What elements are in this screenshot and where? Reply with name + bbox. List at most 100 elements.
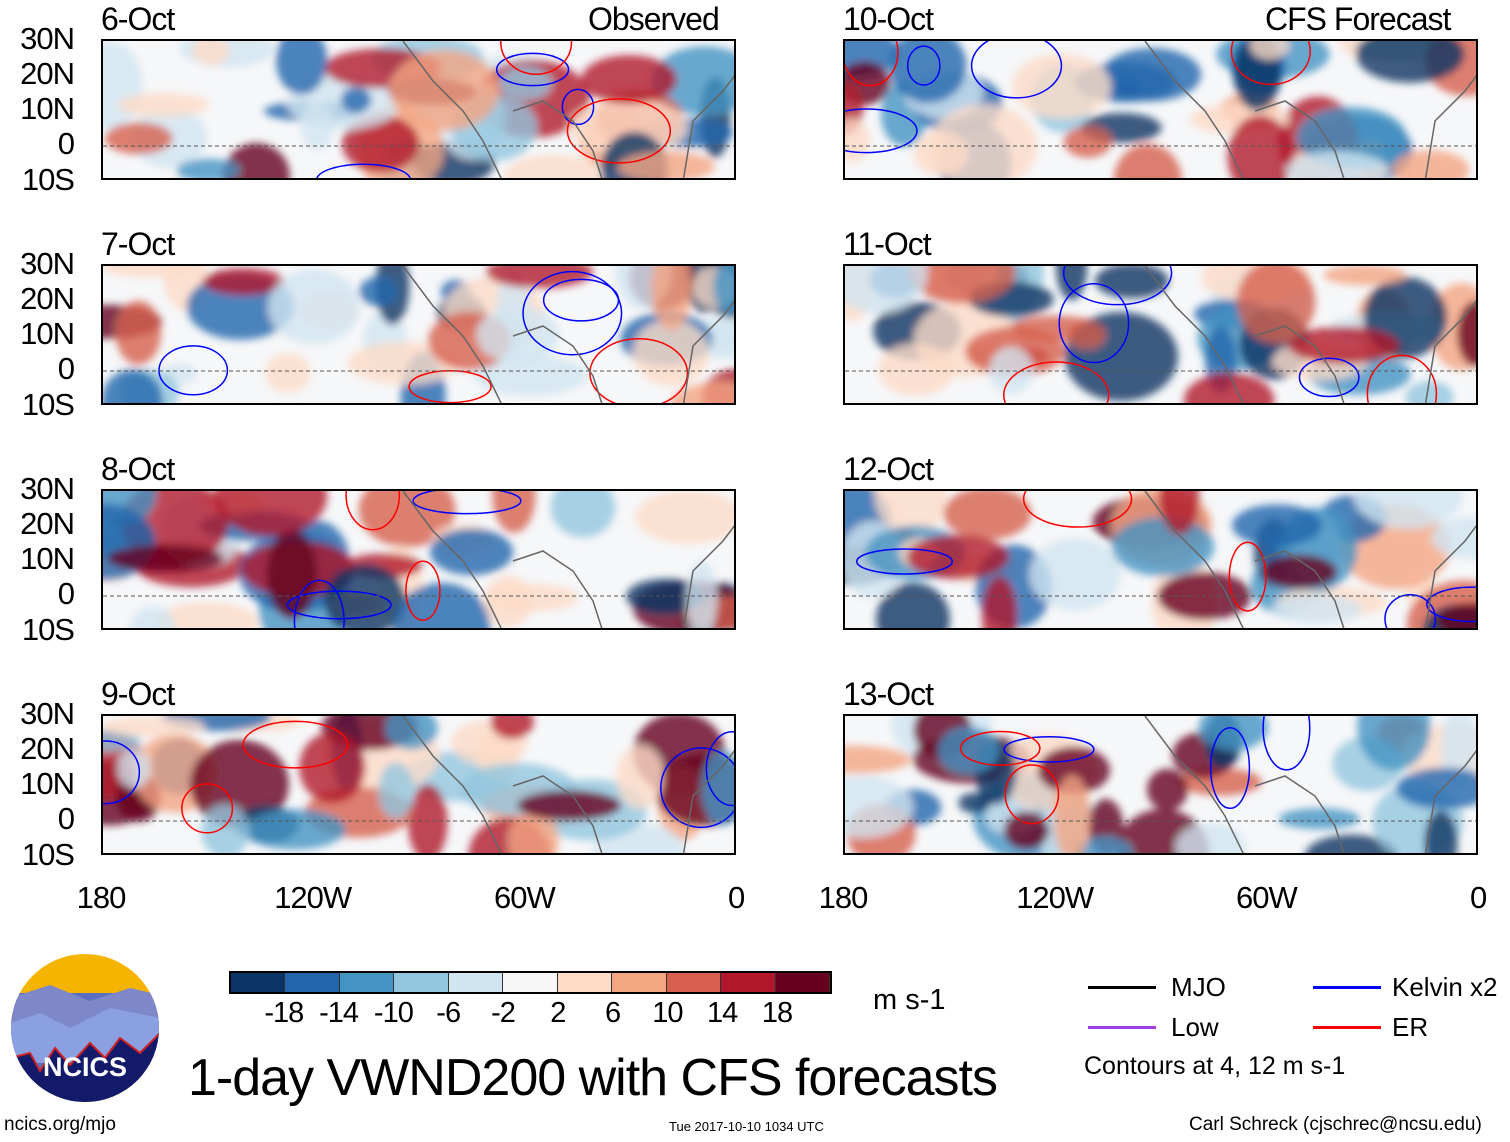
wind-anomaly-blob [103,266,197,278]
wind-anomaly-blob [384,716,438,750]
wind-anomaly-blob [877,343,955,396]
colorbar-swatch [666,973,722,992]
coastline [402,716,734,853]
wind-anomaly-blob [937,726,1000,775]
contour [242,720,349,769]
wind-anomaly-blob [889,41,967,103]
colorbar-tick: 6 [605,997,621,1029]
colorbar-units: m s-1 [873,984,946,1016]
wind-anomaly-blob [1396,767,1476,810]
lat-label: 10N [20,316,75,351]
contour [1004,764,1060,825]
wind-anomaly-blob [299,732,366,803]
contour [845,41,899,87]
wind-anomaly-blob [713,266,734,315]
map-panel [843,264,1478,405]
wind-anomaly-blob [490,716,534,740]
lon-label: 180 [76,880,127,915]
wind-anomaly-blob [498,66,552,100]
wind-anomaly-blob [581,55,677,104]
lat-label: 20N [20,506,75,541]
contour [959,730,1041,766]
colorbar-swatch [231,973,286,992]
contour [293,579,345,628]
wind-anomaly-blob [1392,150,1470,178]
contour [1062,266,1173,306]
wind-anomaly-blob [192,41,230,66]
wind-anomaly-blob [1260,554,1337,589]
lat-label: 30N [20,246,75,281]
legend-kelvin: Kelvin x2 [1392,972,1498,1002]
contour [1228,541,1267,612]
wind-anomaly-blob [275,41,328,95]
wind-anomaly-blob [389,49,500,131]
lat-label: 10S [21,837,75,872]
lon-label: 120W [1016,880,1094,915]
wind-anomaly-blob [617,151,715,178]
contour [1003,361,1110,403]
lon-label: 180 [818,880,869,915]
colorbar-tick: 2 [550,997,566,1029]
wind-anomaly-blob [1356,41,1465,83]
legend-line-low [1088,1026,1156,1029]
colorbar-swatch [612,973,667,992]
colorbar-tick: 14 [707,997,738,1029]
colorbar-swatch [775,973,830,992]
map-panel [101,264,736,405]
wind-anomaly-blob [1232,504,1323,547]
contour [855,548,953,575]
wind-anomaly-blob [845,118,870,163]
panel-date: 13-Oct [843,676,934,712]
coastline [402,266,734,403]
legend-line-mjo [1088,986,1156,989]
contour [1262,716,1311,771]
wind-anomaly-blob [874,491,947,537]
lat-label: 10S [21,612,75,647]
contour [705,731,734,807]
wind-anomaly-blob [1236,266,1316,344]
lon-label: 60W [1236,880,1298,915]
contour [1230,41,1311,86]
lat-label: 10N [20,91,75,126]
contour [1209,727,1251,810]
contour [542,278,620,322]
colorbar-tick: -2 [491,997,516,1029]
lat-label: 0 [57,351,75,386]
colorbar [229,971,832,994]
wind-anomaly-blob [115,300,162,365]
contour [408,369,492,403]
colorbar-tick: -14 [319,997,359,1029]
wind-anomaly-blob [958,792,991,814]
wind-anomaly-blob [1271,595,1363,625]
wind-anomaly-blob [1063,125,1112,158]
contour [1384,594,1437,628]
contour-note: Contours at 4, 12 m s-1 [1084,1052,1346,1080]
legend-low: Low [1171,1012,1219,1042]
footer-timestamp: Tue 2017-10-10 1034 UTC [669,1119,824,1134]
map-panel [101,39,736,180]
contour [500,41,573,75]
wind-anomaly-blob [104,122,173,155]
wind-anomaly-blob [103,41,143,130]
colorbar-swatch [339,973,395,992]
lat-label: 30N [20,471,75,506]
wind-anomaly-blob [214,491,328,537]
footer-url[interactable]: ncics.org/mjo [4,1114,116,1135]
wind-anomaly-blob [504,154,601,178]
wind-anomaly-blob [266,529,317,619]
contour [566,98,672,164]
map-panel [101,714,736,855]
wind-anomaly-blob [845,775,913,838]
wind-anomaly-blob [342,115,420,173]
colorbar-tick: -6 [436,997,461,1029]
footer-credit: Carl Schreck (cjschrec@ncsu.edu) [1189,1114,1482,1135]
lat-label: 20N [20,281,75,316]
lat-label: 20N [20,731,75,766]
lat-label: 30N [20,696,75,731]
wind-anomaly-blob [300,100,334,150]
coastline [402,41,734,178]
legend-mjo: MJO [1171,972,1226,1002]
coastline [402,491,734,628]
wind-anomaly-blob [103,716,206,737]
